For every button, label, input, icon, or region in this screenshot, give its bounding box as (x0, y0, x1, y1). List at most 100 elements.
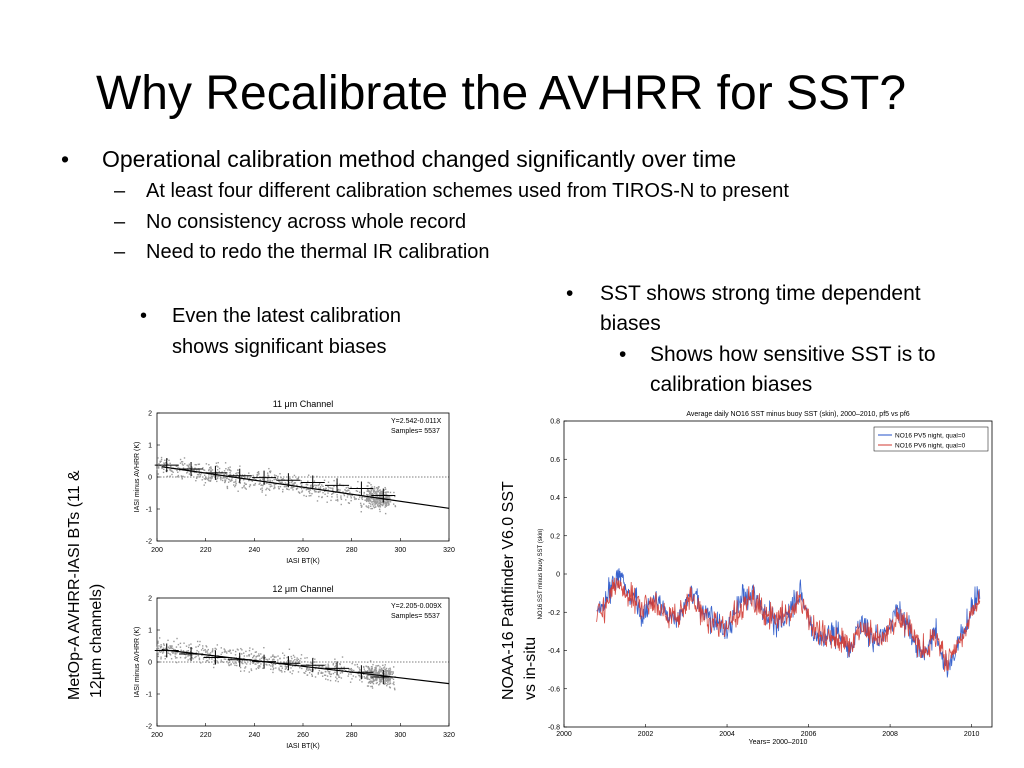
scatter-point (394, 495, 396, 498)
scatter-point (386, 679, 388, 681)
fit-annotation: Y=2.205-0.009X (391, 603, 442, 610)
scatter-point (270, 483, 272, 486)
scatter-point (367, 507, 370, 509)
scatter-point (173, 651, 175, 654)
scatter-point (327, 663, 329, 665)
scatter-point (387, 491, 389, 493)
scatter-point (278, 480, 280, 483)
scatter-point (388, 673, 391, 676)
scatter-point (171, 473, 173, 476)
scatter-point (267, 475, 270, 477)
scatter-point (224, 462, 227, 464)
scatter-point (381, 490, 383, 492)
scatter-point (369, 682, 372, 684)
scatter-point (370, 685, 372, 688)
scatter-point (183, 457, 186, 459)
scatter-point (346, 496, 349, 498)
scatter-point (389, 669, 392, 671)
scatter-point (226, 652, 228, 654)
scatter-point (268, 664, 271, 666)
scatter-point (178, 469, 181, 472)
scatter-point (246, 477, 249, 479)
scatter-point (197, 474, 200, 476)
scatter-point (185, 645, 188, 647)
scatter-point (370, 680, 372, 683)
scatter-point (385, 680, 388, 682)
scatter-point (377, 505, 379, 507)
scatter-point (236, 659, 239, 662)
y-tick-label: -2 (146, 724, 152, 731)
scatter-point (277, 486, 280, 488)
scatter-point (166, 648, 168, 651)
scatter-point (376, 681, 378, 684)
x-tick-label: 320 (443, 547, 455, 554)
scatter-point (249, 663, 252, 665)
scatter-point (260, 653, 262, 655)
scatter-point (384, 504, 387, 507)
scatter-point (269, 479, 271, 481)
scatter-point (233, 481, 235, 484)
left-side-label-line: MetOp-A AVHRR-IASI BTs (11 & (66, 470, 83, 700)
scatter-point (301, 491, 303, 493)
scatter-point (207, 478, 209, 481)
scatter-point (367, 665, 370, 668)
x-tick-label: 260 (297, 732, 309, 739)
scatter-point (360, 506, 363, 508)
scatter-point (291, 487, 294, 489)
scatter-point (394, 688, 396, 691)
scatter-point (159, 647, 162, 649)
scatter-point (296, 487, 299, 489)
scatter-point (309, 492, 311, 494)
scatter-point (196, 649, 198, 652)
scatter-point (157, 640, 159, 643)
scatter-point (371, 493, 373, 495)
scatter-point (164, 463, 166, 465)
scatter-point (373, 499, 376, 501)
scatter-point (211, 649, 214, 652)
scatter-point (257, 662, 259, 664)
scatter-point (261, 487, 263, 489)
scatter-point (348, 489, 350, 492)
scatter-point (203, 474, 206, 476)
scatter-point (248, 654, 250, 656)
scatter-point (384, 680, 386, 682)
scatter-point (359, 679, 361, 681)
scatter-point (337, 680, 339, 683)
scatter-point (331, 487, 333, 490)
scatter-point (215, 648, 218, 650)
scatter-point (381, 669, 383, 672)
scatter-point (244, 666, 247, 668)
scatter-point (199, 640, 201, 643)
scatter-point (350, 486, 352, 489)
y-tick-label: -2 (146, 539, 152, 546)
scatter-point (381, 494, 384, 496)
scatter-point (372, 499, 375, 501)
scatter-point (327, 492, 329, 494)
scatter-point (259, 479, 261, 481)
scatter-point (291, 665, 294, 667)
scatter-point (220, 653, 222, 656)
scatter-point (266, 482, 268, 485)
scatter-point (175, 661, 178, 664)
scatter-point (313, 661, 316, 663)
left-note-line: shows significant biases (172, 336, 387, 358)
scatter-point (320, 671, 323, 674)
scatter-point (176, 469, 178, 472)
scatter-point (375, 506, 377, 508)
scatter-point (351, 669, 353, 671)
scatter-point (179, 642, 182, 645)
scatter-point (258, 483, 260, 485)
scatter-point (297, 658, 300, 661)
scatter-point (245, 483, 247, 485)
scatter-point (176, 476, 179, 478)
scatter-point (250, 479, 253, 482)
scatter-point (206, 655, 208, 658)
scatter-point (164, 462, 167, 464)
scatter-point (279, 481, 281, 483)
scatter-point (380, 678, 383, 681)
scatter-point (370, 666, 373, 668)
scatter-point (385, 669, 388, 672)
scatter-point (387, 673, 390, 675)
scatter-point (306, 657, 308, 659)
scatter-point (243, 482, 246, 484)
